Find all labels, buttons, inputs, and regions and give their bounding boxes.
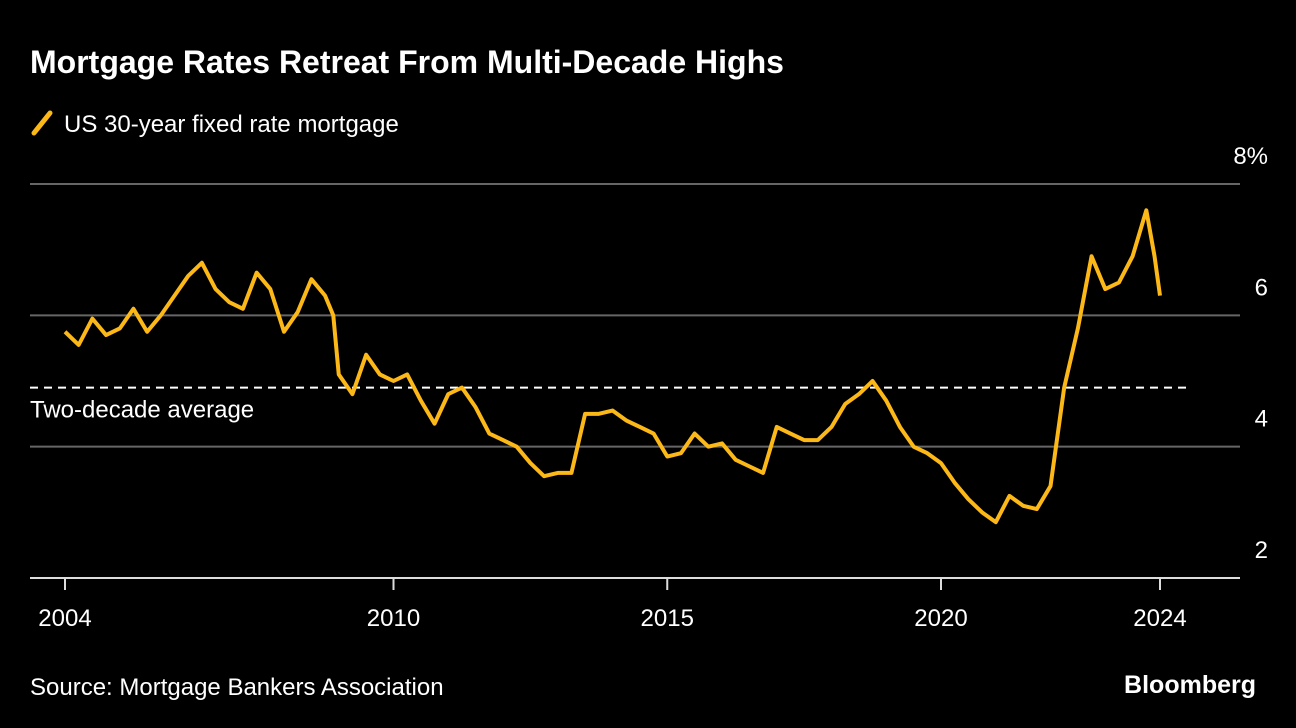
x-tick-label: 2010 [367, 605, 420, 632]
average-label: Two-decade average [30, 397, 254, 424]
chart-title: Mortgage Rates Retreat From Multi-Decade… [30, 44, 784, 80]
legend-swatch [31, 110, 53, 136]
x-tick-label: 2024 [1133, 605, 1186, 632]
brand: Bloomberg [1124, 671, 1256, 699]
x-tick-label: 2015 [641, 605, 694, 632]
y-tick-label: 2 [1255, 537, 1268, 564]
y-tick-label: 4 [1255, 406, 1268, 433]
source: Source: Mortgage Bankers Association [30, 674, 444, 701]
x-tick-label: 2004 [38, 605, 91, 632]
series-line [63, 208, 1162, 525]
x-tick-label: 2020 [914, 605, 967, 632]
y-tick-label: 6 [1255, 274, 1268, 301]
y-tick-label: 8% [1233, 143, 1268, 170]
legend-label: US 30-year fixed rate mortgage [64, 111, 399, 138]
